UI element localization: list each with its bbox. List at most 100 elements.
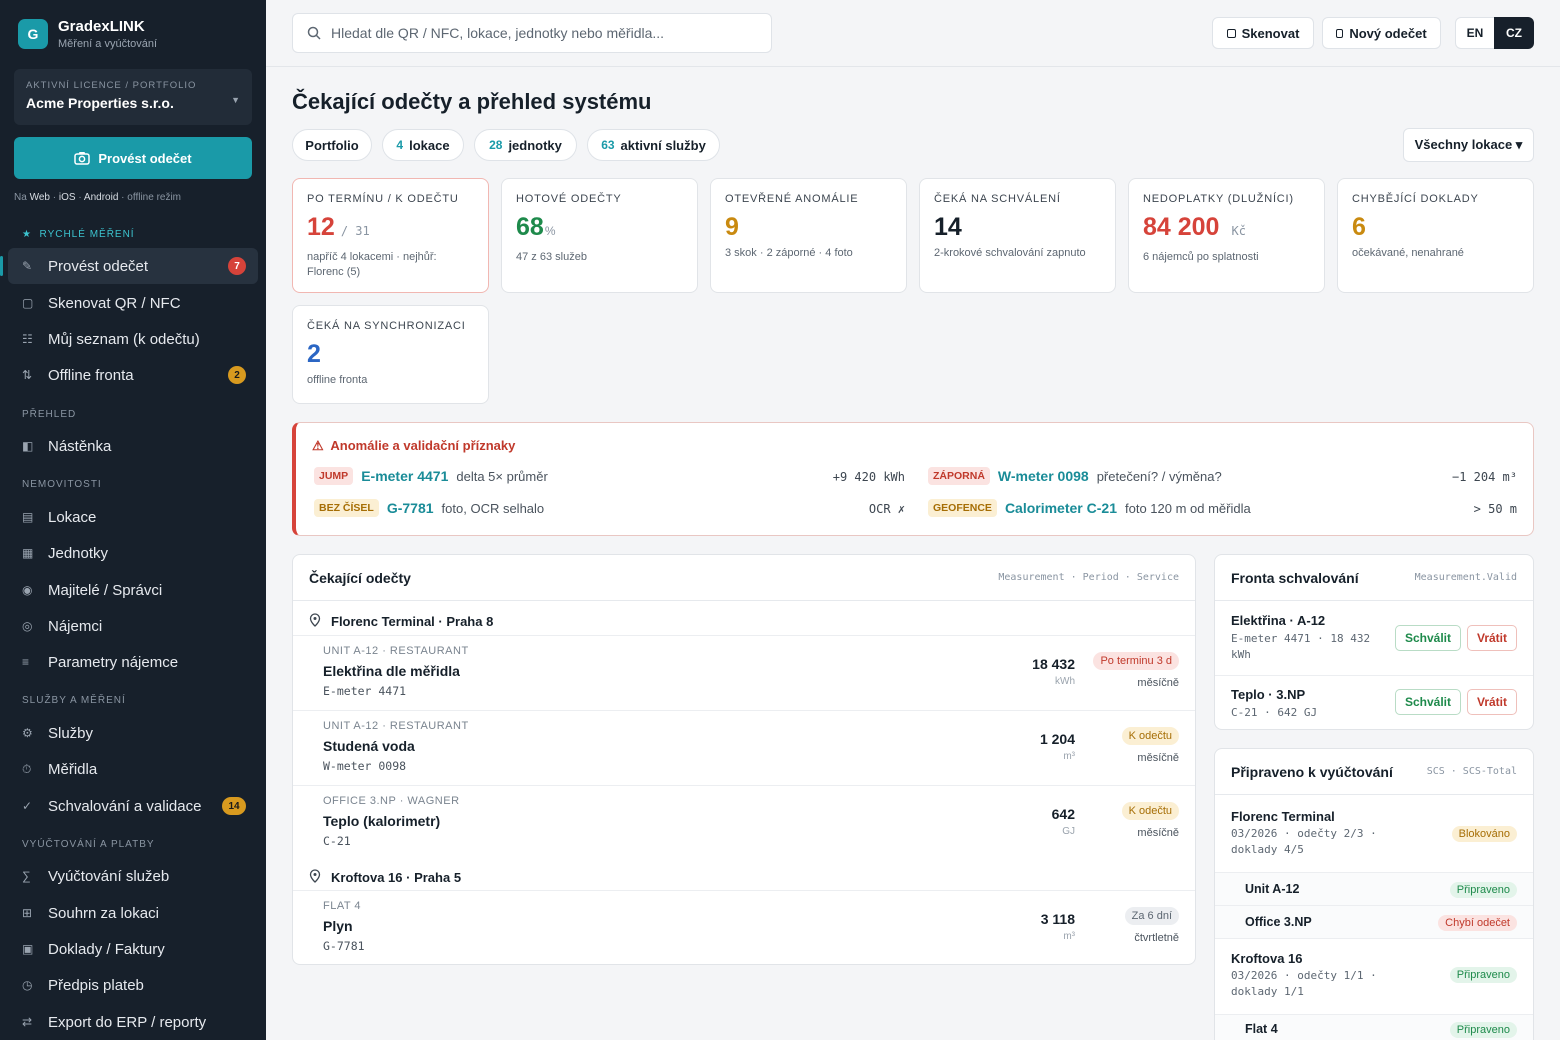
kpi-done[interactable]: HOTOVÉ ODEČTY 68% 47 z 63 služeb: [501, 178, 698, 293]
grid-icon: ▦: [22, 546, 34, 560]
platform-sep: ·: [52, 192, 57, 203]
owner-icon: ◉: [22, 583, 33, 597]
chip-units[interactable]: 28 jednotky: [474, 129, 577, 161]
card-meta: SCS · SCS-Total: [1426, 766, 1517, 777]
platform-sep: ·: [121, 192, 125, 203]
reject-button[interactable]: Vrátit: [1467, 625, 1517, 651]
reading-value: 642: [1051, 806, 1075, 822]
search-input[interactable]: [331, 25, 751, 41]
sidebar-item-billing[interactable]: ∑ Vyúčtování služeb: [8, 858, 258, 894]
kpi-value-wrap: 84 200 Kč: [1143, 213, 1310, 245]
location-select[interactable]: Všechny lokace ▾: [1403, 128, 1534, 162]
reading-row[interactable]: FLAT 4 Plyn G-7781 3 118 m³ Za 6 dní čtv…: [293, 890, 1195, 964]
kpi-small: / 31: [340, 224, 370, 238]
sidebar-item-tenant-params[interactable]: ≡ Parametry nájemce: [8, 644, 258, 680]
kpi-sync[interactable]: ČEKÁ NA SYNCHRONIZACI 2 offline fronta: [292, 305, 489, 404]
sidebar-item-take-reading[interactable]: ✎ Provést odečet 7: [0, 248, 258, 284]
check-icon: ✓: [22, 799, 33, 813]
reading-row[interactable]: OFFICE 3.NP · WAGNER Teplo (kalorimetr) …: [293, 785, 1195, 859]
chip-locations[interactable]: 4 lokace: [382, 129, 464, 161]
count-badge: 7: [228, 257, 246, 275]
anomaly-tag: GEOFENCE: [928, 499, 997, 517]
app-subtitle: Měření a vyúčtování: [58, 38, 158, 50]
sidebar-item-approvals[interactable]: ✓ Schvalování a validace 14: [8, 788, 258, 824]
reject-button[interactable]: Vrátit: [1467, 689, 1517, 715]
sidebar-item-my-list[interactable]: ☷ Můj seznam (k odečtu): [8, 321, 258, 357]
reading-row[interactable]: UNIT A-12 · RESTAURANT Studená voda W-me…: [293, 710, 1195, 784]
scan-label: Skenovat: [1241, 25, 1300, 41]
sidebar-item-label: Schvalování a validace: [48, 797, 202, 815]
approve-button[interactable]: Schválit: [1395, 689, 1461, 715]
anomaly-row[interactable]: ZÁPORNÁ W-meter 0098 přetečení? / výměna?: [928, 465, 1222, 487]
gauge-icon: ⏱: [22, 761, 32, 776]
chip-services[interactable]: 63 aktivní služby: [587, 129, 720, 161]
billing-location-row[interactable]: Florenc Terminal 03/2026 · odečty 2/3 · …: [1215, 796, 1533, 872]
kpi-missing-docs[interactable]: CHYBĚJÍCÍ DOKLADY 6 očekávané, nenahrané: [1337, 178, 1534, 293]
search-bar[interactable]: [292, 13, 772, 53]
scan-button[interactable]: Skenovat: [1212, 17, 1314, 49]
anomaly-row[interactable]: BEZ ČÍSEL G-7781 foto, OCR selhalo: [314, 497, 544, 519]
sidebar-item-tenants[interactable]: ◎ Nájemci: [8, 608, 258, 644]
kpi-title: ČEKÁ NA SYNCHRONIZACI: [307, 320, 466, 332]
lang-en-button[interactable]: EN: [1455, 17, 1495, 49]
sidebar-item-location-summary[interactable]: ⊞ Souhrn za lokaci: [8, 895, 258, 931]
kpi-value: 6: [1352, 213, 1366, 241]
anomalies-header: ⚠ Anomálie a validační příznaky: [312, 438, 515, 454]
sidebar-item-dashboard[interactable]: ◧ Nástěnka: [8, 428, 258, 464]
kpi-sub: 3 skok · 2 záporné · 4 foto: [725, 247, 853, 259]
sidebar-item-invoices[interactable]: ▣ Doklady / Faktury: [8, 931, 258, 967]
topbar-divider: [266, 66, 1560, 67]
billing-unit-row[interactable]: Office 3.NP Chybí odečet: [1215, 905, 1533, 938]
reading-meter: W-meter 0098: [323, 759, 407, 773]
lang-cz-button[interactable]: CZ: [1494, 17, 1534, 49]
platform-list: Na Web · iOS · Android · offline režim: [14, 192, 181, 203]
anomaly-tag: ZÁPORNÁ: [928, 467, 990, 485]
sidebar-item-units[interactable]: ▦ Jednotky: [8, 535, 258, 571]
sidebar-take-reading-button[interactable]: Provést odečet: [14, 137, 252, 179]
reading-name: Plyn: [323, 918, 353, 934]
sidebar-item-offline-queue[interactable]: ⇅ Offline fronta 2: [8, 357, 258, 393]
billing-unit-row[interactable]: Flat 4 Připraveno: [1215, 1014, 1533, 1040]
kpi-overdue[interactable]: PO TERMÍNU / K ODEČTU 12 / 31 napříč 4 lo…: [292, 178, 489, 293]
anomaly-meter-link[interactable]: Calorimeter C-21: [1004, 500, 1117, 516]
sidebar-item-locations[interactable]: ▤ Lokace: [8, 499, 258, 535]
chip-portfolio[interactable]: Portfolio: [292, 129, 372, 161]
kpi-title: OTEVŘENÉ ANOMÁLIE: [725, 193, 859, 205]
sidebar-item-meters[interactable]: ⏱ Měřidla: [8, 751, 258, 787]
pending-readings-card: Čekající odečty Measurement · Period · Se…: [292, 554, 1196, 965]
reading-name: Elektřina dle měřidla: [323, 663, 460, 679]
reading-row[interactable]: UNIT A-12 · RESTAURANT Elektřina dle měř…: [293, 635, 1195, 709]
reading-unit: kWh: [1055, 676, 1075, 687]
kpi-awaiting-approval[interactable]: ČEKÁ NA SCHVÁLENÍ 14 2-krokové schvalová…: [919, 178, 1116, 293]
sidebar-item-export[interactable]: ⇄ Export do ERP / reporty: [8, 1004, 258, 1040]
card-title: Fronta schvalování: [1231, 569, 1359, 586]
platform-android: Android: [83, 192, 119, 203]
sidebar-item-services[interactable]: ⚙ Služby: [8, 715, 258, 751]
anomaly-meter-link[interactable]: W-meter 0098: [997, 468, 1089, 484]
reading-meter: E-meter 4471: [323, 684, 407, 698]
billing-unit-row[interactable]: Unit A-12 Připraveno: [1215, 872, 1533, 905]
sidebar-item-label: Majitelé / Správci: [48, 581, 163, 599]
status-badge: Připraveno: [1449, 1022, 1517, 1038]
anomaly-meter-link[interactable]: E-meter 4471: [361, 468, 449, 484]
kpi-small: %: [544, 224, 556, 238]
status-badge: Za 6 dní: [1124, 907, 1179, 925]
billing-location-row[interactable]: Kroftova 16 03/2026 · odečty 1/1 · dokla…: [1215, 938, 1533, 1014]
sidebar-item-payment-schedule[interactable]: ◷ Předpis plateb: [8, 967, 258, 1003]
brand[interactable]: G GradexLINK Měření a vyúčtování: [18, 18, 157, 50]
kpi-anomalies[interactable]: OTEVŘENÉ ANOMÁLIE 9 3 skok · 2 záporné ·…: [710, 178, 907, 293]
sidebar-item-owners[interactable]: ◉ Majitelé / Správci: [8, 572, 258, 608]
approve-button[interactable]: Schválit: [1395, 625, 1461, 651]
billing-location-name: Florenc Terminal: [1231, 809, 1335, 824]
anomaly-tag: BEZ ČÍSEL: [314, 499, 379, 517]
license-selector[interactable]: AKTIVNÍ LICENCE / PORTFOLIO Acme Propert…: [14, 69, 252, 125]
sync-icon: ⇅: [22, 368, 33, 382]
sidebar: G GradexLINK Měření a vyúčtování AKTIVNÍ…: [0, 0, 266, 1040]
anomaly-row[interactable]: GEOFENCE Calorimeter C-21 foto 120 m od mě…: [928, 497, 1251, 519]
sidebar-item-scan[interactable]: ▢ Skenovat QR / NFC: [8, 285, 258, 321]
anomaly-row[interactable]: JUMP E-meter 4471 delta 5× průměr: [314, 465, 548, 487]
section-overview-title: PŘEHLED: [22, 409, 77, 420]
new-reading-button[interactable]: Nový odečet: [1322, 17, 1441, 49]
kpi-arrears[interactable]: NEDOPLATKY (DLUŽNÍCI) 84 200 Kč 6 nájemců…: [1128, 178, 1325, 293]
anomaly-meter-link[interactable]: G-7781: [386, 500, 434, 516]
